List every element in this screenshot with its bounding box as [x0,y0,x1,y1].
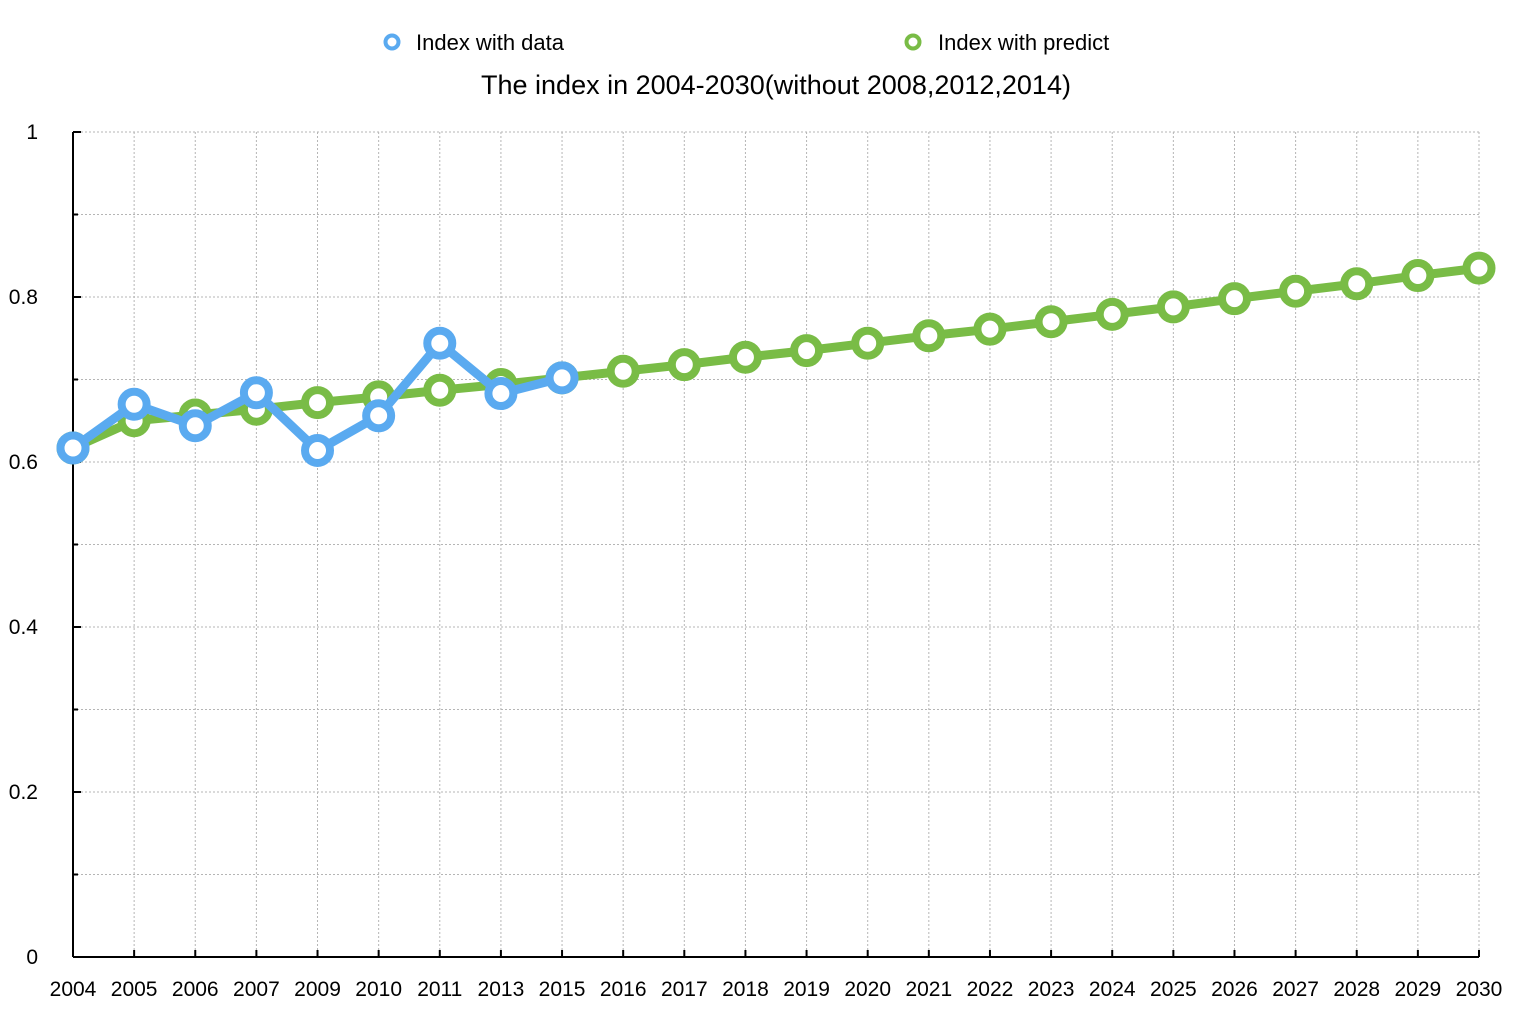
y-tick-label: 1 [26,121,38,144]
x-tick-label: 2023 [1028,978,1075,1001]
x-ticks: 2004 2005 2006 2007 2009 2010 2011 2013 2015 2016… [50,950,1503,1001]
legend-marker-data [383,33,401,51]
x-tick-label: 2030 [1456,978,1503,1001]
grid [73,131,1480,957]
series-layer [56,251,1496,467]
data-point-predict [1340,267,1374,301]
x-tick-label: 2019 [783,978,830,1001]
data-point-data [362,399,396,433]
data-point-predict [973,312,1007,346]
legend-marker-predict [904,33,922,51]
y-tick-label: 0.2 [9,781,38,804]
y-tick-label: 0.8 [9,286,38,309]
x-tick-label: 2021 [905,978,952,1001]
x-tick-label: 2018 [722,978,769,1001]
x-tick-label: 2029 [1395,978,1442,1001]
series-data [56,326,579,467]
x-tick-label: 2025 [1150,978,1197,1001]
data-point-predict [790,334,824,368]
data-point-predict [423,373,457,407]
data-point-data [484,377,518,411]
x-tick-label: 2010 [355,978,402,1001]
data-point-predict [1217,282,1251,316]
y-tick-label: 0.6 [9,451,38,474]
data-point-data [117,387,151,421]
legend-item-data: Index with data [383,30,565,55]
x-tick-label: 2022 [967,978,1014,1001]
series-predict [56,251,1496,465]
x-tick-label: 2009 [294,978,341,1001]
x-tick-label: 2016 [600,978,647,1001]
y-tick-label: 0 [26,946,38,969]
data-point-predict [1401,259,1435,293]
x-tick-label: 2027 [1272,978,1319,1001]
data-point-predict [1095,297,1129,331]
x-tick-label: 2020 [844,978,891,1001]
data-point-data [56,431,90,465]
data-point-predict [606,354,640,388]
chart-title: The index in 2004-2030(without 2008,2012… [481,70,1071,100]
x-tick-label: 2015 [539,978,586,1001]
data-point-data [423,326,457,360]
x-tick-label: 2024 [1089,978,1136,1001]
data-point-predict [1462,251,1496,285]
legend-label-predict: Index with predict [938,30,1109,55]
x-tick-label: 2017 [661,978,708,1001]
data-point-data [545,361,579,395]
data-point-predict [1034,305,1068,339]
data-point-predict [667,348,701,382]
data-point-predict [851,326,885,360]
legend-item-predict: Index with predict [904,30,1109,55]
x-tick-label: 2006 [172,978,219,1001]
data-point-data [178,409,212,443]
x-tick-label: 2011 [417,978,462,1001]
x-tick-label: 2028 [1333,978,1380,1001]
x-tick-label: 2007 [233,978,280,1001]
y-ticks: 0 0.2 0.4 0.6 0.8 1 [9,121,81,969]
x-tick-label: 2005 [111,978,158,1001]
x-tick-label: 2004 [50,978,97,1001]
x-tick-label: 2026 [1211,978,1258,1001]
legend-label-data: Index with data [416,30,565,55]
data-point-data [239,376,273,410]
axes [72,132,1479,958]
data-point-predict [1279,274,1313,308]
data-point-predict [912,319,946,353]
data-point-data [301,433,335,467]
y-tick-label: 0.4 [9,616,39,639]
data-point-predict [301,386,335,420]
data-point-predict [1156,290,1190,324]
legend: Index with data Index with predict [383,30,1109,55]
x-tick-label: 2013 [478,978,525,1001]
data-point-predict [728,340,762,374]
